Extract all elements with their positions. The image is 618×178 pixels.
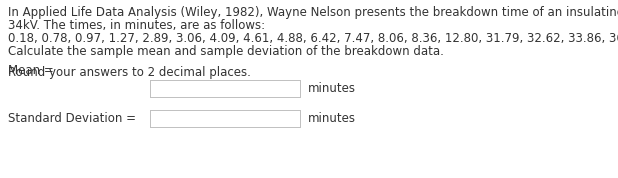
Text: Round your answers to 2 decimal places.: Round your answers to 2 decimal places. <box>8 66 251 79</box>
Text: i: i <box>138 82 142 95</box>
Text: 34kV. The times, in minutes, are as follows:: 34kV. The times, in minutes, are as foll… <box>8 19 265 32</box>
Text: Mean =: Mean = <box>8 64 54 77</box>
Text: 0.18, 0.78, 0.97, 1.27, 2.89, 3.06, 4.09, 4.61, 4.88, 6.42, 7.47, 8.06, 8.36, 12: 0.18, 0.78, 0.97, 1.27, 2.89, 3.06, 4.09… <box>8 32 618 45</box>
Text: minutes: minutes <box>308 82 356 95</box>
Text: i: i <box>138 111 142 124</box>
Text: Calculate the sample mean and sample deviation of the breakdown data.: Calculate the sample mean and sample dev… <box>8 45 444 58</box>
Text: minutes: minutes <box>308 111 356 124</box>
Text: In Applied Life Data Analysis (Wiley, 1982), Wayne Nelson presents the breakdown: In Applied Life Data Analysis (Wiley, 19… <box>8 6 618 19</box>
Text: Standard Deviation =: Standard Deviation = <box>8 111 136 124</box>
